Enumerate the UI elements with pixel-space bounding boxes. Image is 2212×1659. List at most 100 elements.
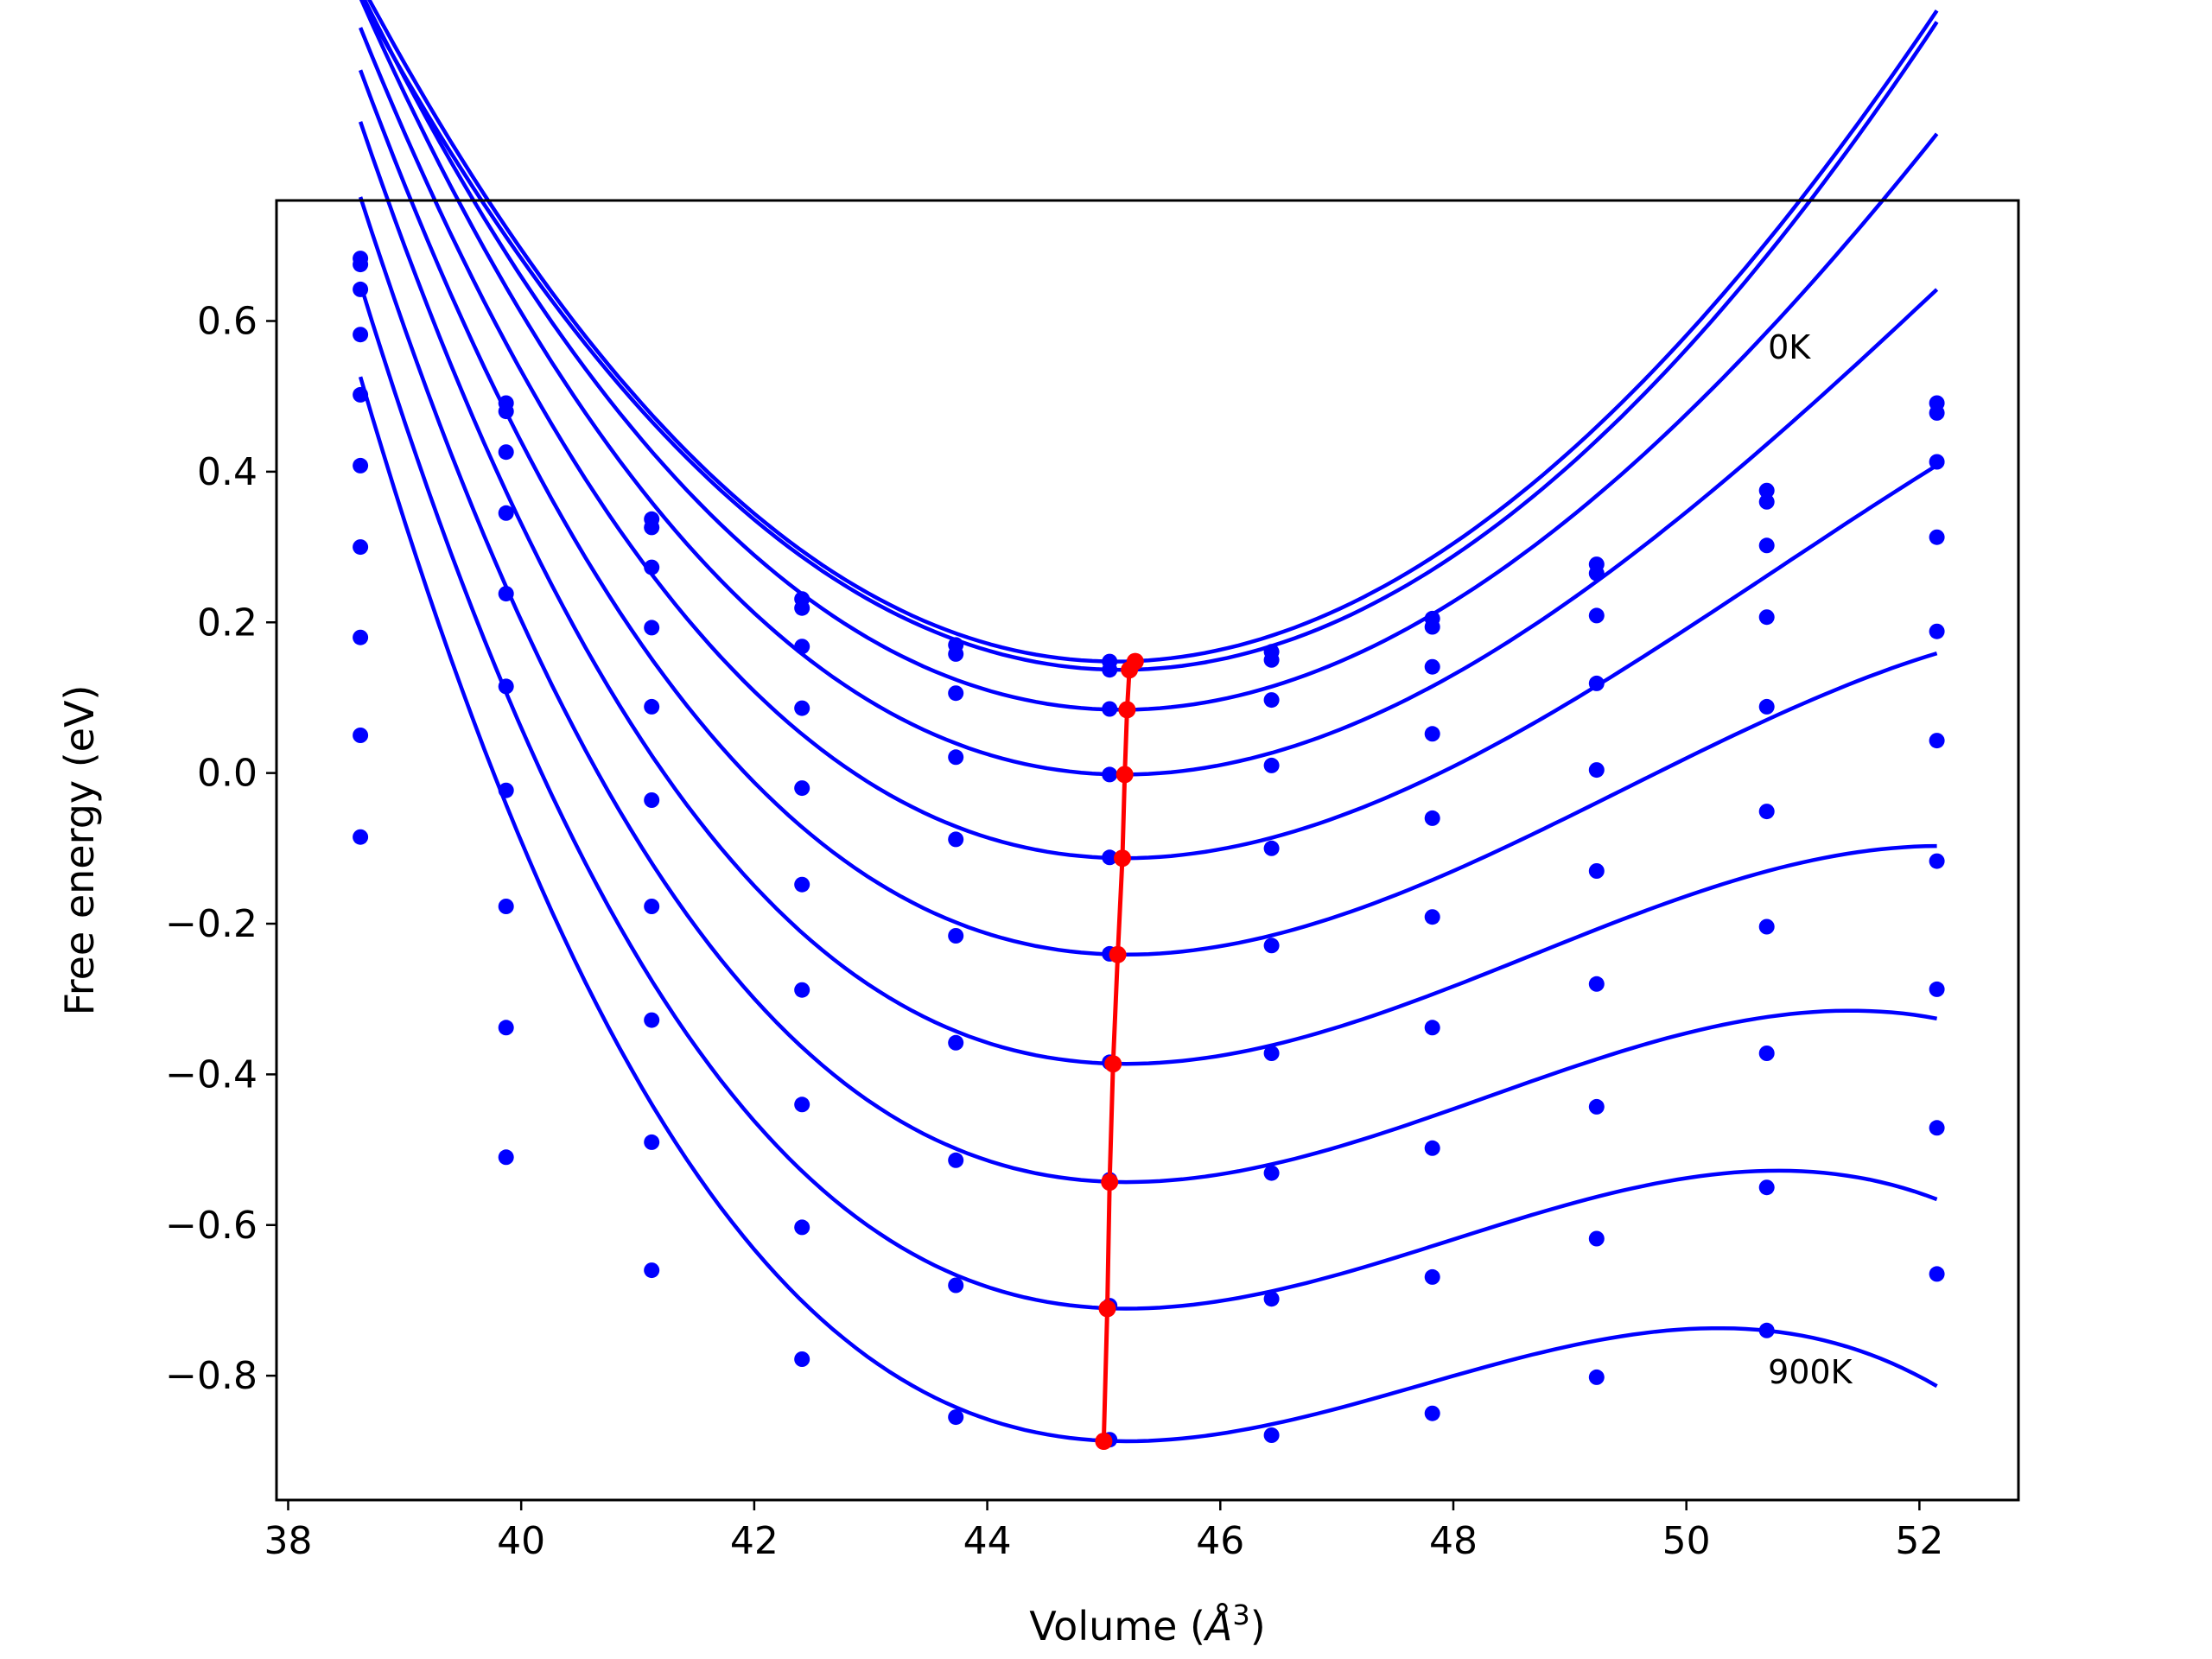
fit-curve-3	[362, 0, 1939, 712]
data-point	[1424, 1020, 1440, 1036]
data-point	[1102, 766, 1118, 783]
data-point	[948, 749, 964, 766]
data-point	[353, 457, 369, 474]
data-point	[1102, 662, 1118, 678]
annotations: 0K 900K	[1768, 328, 1853, 1391]
data-point	[794, 700, 810, 716]
data-point	[1102, 701, 1118, 717]
minimum-point	[1121, 661, 1139, 679]
data-point	[1424, 726, 1440, 742]
fit-curve-6	[358, 69, 1938, 957]
data-point	[353, 539, 369, 556]
data-point	[1929, 623, 1945, 639]
data-point	[1758, 1046, 1775, 1061]
data-point	[1758, 493, 1775, 510]
data-point	[498, 505, 514, 521]
fit-curve-7	[358, 121, 1937, 1066]
data-point	[1263, 757, 1280, 773]
data-point	[644, 698, 660, 715]
data-point	[1588, 1230, 1605, 1247]
x-tick-label: 52	[1895, 1519, 1943, 1563]
data-point	[1424, 1140, 1440, 1156]
data-point	[1588, 762, 1605, 779]
x-tick-label: 40	[497, 1519, 545, 1563]
data-point	[1263, 840, 1280, 856]
data-point	[794, 1351, 810, 1367]
y-tick-label: −0.2	[165, 902, 257, 946]
fit-curve-2	[359, 0, 1939, 672]
minimum-point	[1098, 1300, 1116, 1318]
data-point	[644, 620, 660, 636]
data-point	[1929, 404, 1945, 421]
data-point	[498, 444, 514, 461]
fit-curve-5	[359, 27, 1938, 861]
data-point	[948, 1277, 964, 1294]
data-point	[498, 899, 514, 914]
data-point	[1588, 863, 1605, 879]
data-point	[644, 1262, 660, 1279]
x-tick-label: 46	[1196, 1519, 1244, 1563]
data-point	[1102, 849, 1118, 866]
data-point	[353, 327, 369, 343]
data-point	[948, 1034, 964, 1051]
minimum-point	[1109, 945, 1127, 963]
data-point	[1758, 1179, 1775, 1196]
x-axis-title: Volume (Å3)	[1029, 1599, 1265, 1649]
y-tick-label: 0.0	[197, 752, 257, 796]
x-axis-title-exponent: 3	[1232, 1599, 1249, 1631]
minimum-point	[1116, 766, 1134, 784]
data-point	[1424, 658, 1440, 675]
data-point	[1758, 482, 1775, 499]
temperature-annotation: 0K	[1768, 328, 1811, 366]
data-point	[644, 792, 660, 808]
data-point	[1263, 1165, 1280, 1181]
data-point	[948, 1152, 964, 1168]
x-tick-label: 48	[1429, 1519, 1478, 1563]
data-point	[794, 982, 810, 998]
y-axis: 0.6 0.4 0.2 0.0 −0.2 −0.4 −0.6 −0.8	[165, 300, 276, 1398]
minimum-point	[1095, 1433, 1113, 1450]
axes-frame	[275, 199, 2020, 1502]
data-point	[794, 780, 810, 797]
data-point	[353, 829, 369, 845]
data-point	[353, 728, 369, 743]
minimum-point	[1118, 701, 1136, 719]
data-point	[498, 1149, 514, 1166]
x-axis-title-unit: Å	[1203, 1603, 1232, 1649]
minimum-point	[1114, 849, 1131, 868]
data-point	[948, 1409, 964, 1426]
data-point	[644, 899, 660, 914]
data-point	[1263, 652, 1280, 668]
fit-curve-9	[358, 283, 1938, 1311]
data-point	[948, 645, 964, 662]
data-point	[948, 831, 964, 848]
x-tick-label: 50	[1662, 1519, 1711, 1563]
data-point	[1424, 1405, 1440, 1421]
data-point	[1758, 804, 1775, 820]
data-point	[1929, 733, 1945, 749]
x-tick-label: 44	[963, 1519, 1012, 1563]
x-axis-title-close: )	[1250, 1603, 1266, 1649]
data-point	[794, 600, 810, 616]
data-point	[1929, 529, 1945, 545]
data-point	[1929, 1266, 1945, 1282]
data-point	[1263, 1046, 1280, 1061]
data-point	[794, 1096, 810, 1113]
y-axis-title: Free energy (eV)	[56, 685, 103, 1016]
fit-curve-4	[359, 0, 1939, 777]
fit-curve-8	[358, 196, 1937, 1185]
data-point	[1424, 1268, 1440, 1285]
y-tick-label: −0.6	[165, 1204, 257, 1248]
data-point	[794, 876, 810, 893]
data-point	[353, 629, 369, 645]
x-tick-label: 38	[264, 1519, 312, 1563]
data-point	[1263, 692, 1280, 709]
y-tick-label: 0.6	[197, 300, 257, 344]
y-tick-label: −0.8	[165, 1354, 257, 1398]
data-point	[1758, 537, 1775, 554]
data-point	[1758, 698, 1775, 715]
data-point	[353, 257, 369, 273]
data-point	[1263, 1427, 1280, 1443]
data-point	[1588, 976, 1605, 992]
